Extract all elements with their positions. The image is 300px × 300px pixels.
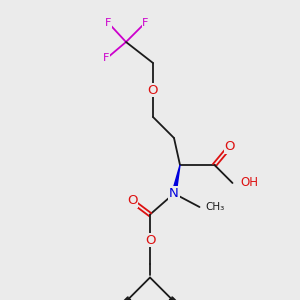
Text: O: O — [145, 233, 155, 247]
Text: O: O — [127, 194, 137, 208]
Text: F: F — [142, 17, 149, 28]
Text: OH: OH — [240, 176, 258, 190]
Text: CH₃: CH₃ — [206, 202, 225, 212]
Text: N: N — [169, 187, 179, 200]
Polygon shape — [172, 165, 180, 194]
Text: F: F — [105, 17, 111, 28]
Text: F: F — [103, 53, 110, 64]
Text: O: O — [148, 83, 158, 97]
Text: O: O — [224, 140, 235, 154]
